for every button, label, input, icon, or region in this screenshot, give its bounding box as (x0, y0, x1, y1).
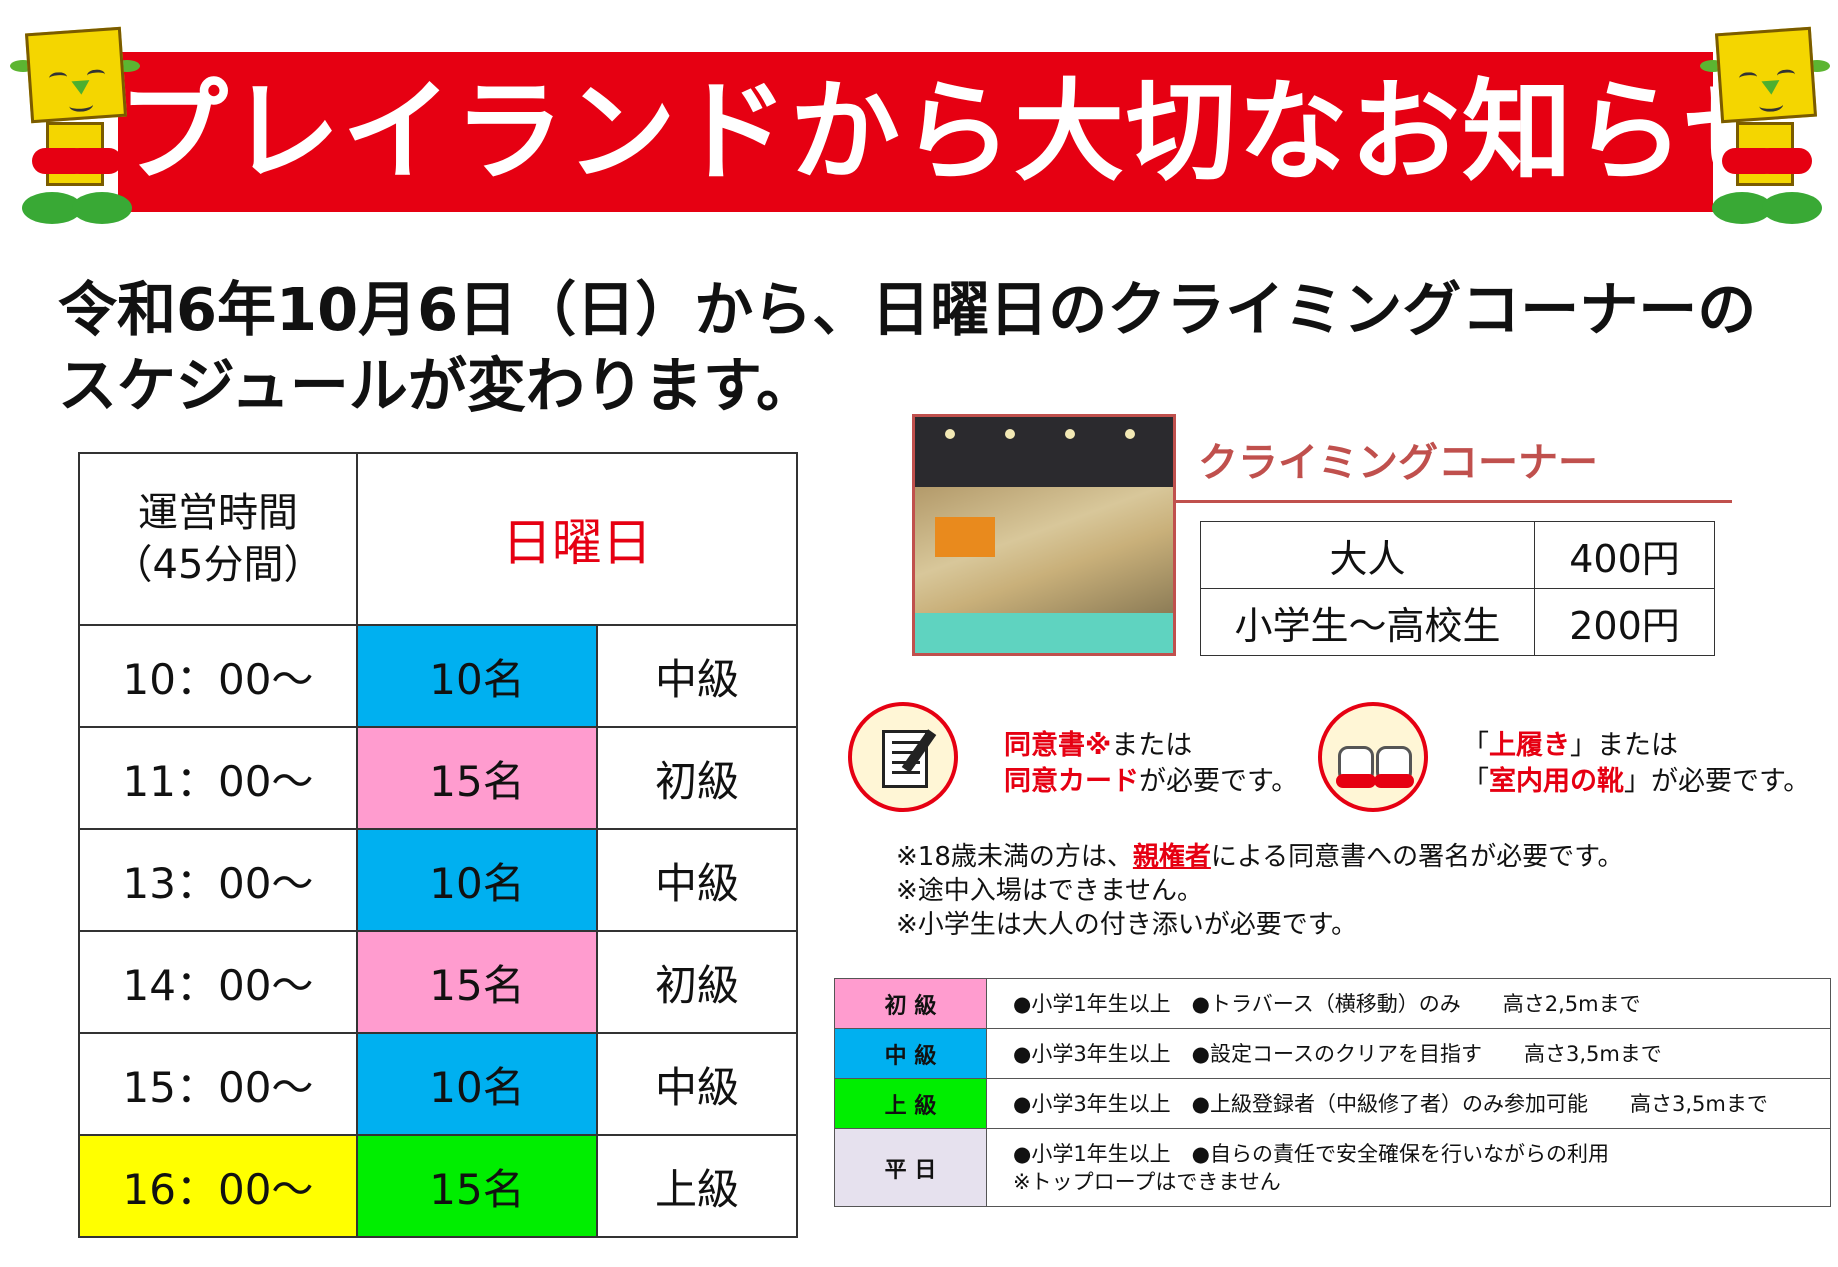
level-row: 初 級 ●小学1年生以上 ●トラバース（横移動）のみ 高さ2,5mまで (834, 978, 1831, 1029)
level-row: 上 級 ●小学3年生以上 ●上級登録者（中級修了者）のみ参加可能 高さ3,5mま… (834, 1078, 1831, 1129)
schedule-time: 16：00～ (78, 1134, 358, 1238)
schedule-row: 16：00～ 15名 上級 (78, 1134, 798, 1238)
level-name: 平 日 (834, 1128, 987, 1207)
level-desc: ●小学3年生以上 ●上級登録者（中級修了者）のみ参加可能 高さ3,5mまで (986, 1078, 1831, 1129)
schedule-level: 中級 (596, 1032, 798, 1136)
schedule-level: 上級 (596, 1134, 798, 1238)
schedule-capacity: 15名 (356, 726, 598, 830)
schedule-level: 初級 (596, 726, 798, 830)
level-row: 中 級 ●小学3年生以上 ●設定コースのクリアを目指す 高さ3,5mまで (834, 1028, 1831, 1079)
consent-notice: 同意書※または 同意カードが必要です。 (1004, 730, 1299, 797)
level-name: 上 級 (834, 1078, 987, 1129)
schedule-time: 13：00～ (78, 828, 358, 932)
schedule-level: 初級 (596, 930, 798, 1034)
schedule-capacity: 10名 (356, 624, 598, 728)
headline: 令和6年10月6日（日）から、日曜日のクライミングコーナーの スケジュールが変わ… (58, 272, 1818, 424)
schedule-row: 13：00～ 10名 中級 (78, 828, 798, 932)
climbing-wall-photo (912, 414, 1176, 656)
schedule-header-time: 運営時間 （45分間） (78, 452, 358, 626)
schedule-capacity: 10名 (356, 828, 598, 932)
level-table: 初 級 ●小学1年生以上 ●トラバース（横移動）のみ 高さ2,5mまで 中 級 … (834, 978, 1831, 1207)
schedule-row: 11：00～ 15名 初級 (78, 726, 798, 830)
price-value: 200円 (1534, 588, 1715, 656)
price-label: 大人 (1200, 521, 1535, 589)
banner-background (118, 52, 1713, 212)
note-minors: ※18歳未満の方は、親権者による同意書への署名が必要です。 (896, 842, 1624, 872)
schedule-header-day: 日曜日 (356, 452, 798, 626)
schedule-capacity: 10名 (356, 1032, 598, 1136)
corner-title: クライミングコーナー (1198, 440, 1598, 486)
schedule-row: 10：00～ 10名 中級 (78, 624, 798, 728)
shoes-notice: 「上履き」または 「室内用の靴」が必要です。 (1462, 730, 1811, 797)
schedule-time: 15：00～ (78, 1032, 358, 1136)
headline-line2: スケジュールが変わります。 (58, 351, 815, 420)
schedule-capacity: 15名 (356, 930, 598, 1034)
corner-divider (1176, 500, 1732, 503)
schedule-time: 10：00～ (78, 624, 358, 728)
level-desc: ●小学1年生以上 ●トラバース（横移動）のみ 高さ2,5mまで (986, 978, 1831, 1029)
schedule-level: 中級 (596, 828, 798, 932)
level-desc: ●小学1年生以上 ●自らの責任で安全確保を行いながらの利用 ※トップロープはでき… (986, 1128, 1831, 1207)
document-pen-icon (848, 702, 958, 812)
price-label: 小学生～高校生 (1200, 588, 1535, 656)
schedule-level: 中級 (596, 624, 798, 728)
schedule-row: 15：00～ 10名 中級 (78, 1032, 798, 1136)
schedule-time: 14：00～ (78, 930, 358, 1034)
note-no-late-entry: ※途中入場はできません。 (896, 876, 1204, 906)
schedule-time: 11：00～ (78, 726, 358, 830)
mascot-right-icon (1700, 26, 1830, 230)
notes: ※18歳未満の方は、親権者による同意書への署名が必要です。 ※途中入場はできませ… (896, 840, 1624, 942)
note-children-accompanied: ※小学生は大人の付き添いが必要です。 (896, 910, 1358, 940)
level-name: 中 級 (834, 1028, 987, 1079)
schedule-capacity: 15名 (356, 1134, 598, 1238)
mascot-left-icon (10, 26, 140, 230)
schedule-row: 14：00～ 15名 初級 (78, 930, 798, 1034)
price-table: 大人 400円 小学生～高校生 200円 (1200, 521, 1715, 656)
level-desc: ●小学3年生以上 ●設定コースのクリアを目指す 高さ3,5mまで (986, 1028, 1831, 1079)
headline-line1: 令和6年10月6日（日）から、日曜日のクライミングコーナーの (58, 275, 1757, 344)
level-name: 初 級 (834, 978, 987, 1029)
indoor-shoes-icon (1318, 702, 1428, 812)
price-row: 大人 400円 (1200, 521, 1715, 589)
level-row: 平 日 ●小学1年生以上 ●自らの責任で安全確保を行いながらの利用 ※トップロー… (834, 1128, 1831, 1207)
price-value: 400円 (1534, 521, 1715, 589)
banner-title: プレイランドから大切なお知らせ (118, 68, 1796, 196)
price-row: 小学生～高校生 200円 (1200, 588, 1715, 656)
schedule-table: 運営時間 （45分間） 日曜日 10：00～ 10名 中級 11：00～ 15名… (78, 452, 798, 1238)
